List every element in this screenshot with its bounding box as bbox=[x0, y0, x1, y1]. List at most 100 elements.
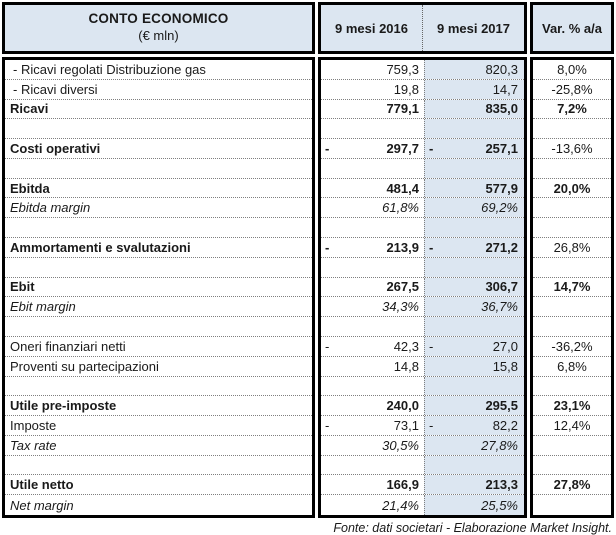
table-row: - Ricavi diversi bbox=[5, 80, 312, 100]
source-note: Fonte: dati societari - Elaborazione Mar… bbox=[333, 521, 612, 535]
value-2017: 15,8 bbox=[424, 356, 524, 376]
value-2017: 835,0 bbox=[424, 99, 524, 119]
variation-value: 8,0% bbox=[557, 61, 587, 77]
table-row: Costi operativi bbox=[5, 139, 312, 159]
value-2017 bbox=[424, 158, 524, 178]
row-label: Ricavi bbox=[10, 101, 49, 117]
table-title: CONTO ECONOMICO bbox=[88, 11, 229, 27]
minus-sign: - bbox=[325, 239, 330, 255]
value-2017-number: 27,0 bbox=[492, 338, 518, 354]
table-row: -13,6% bbox=[533, 139, 611, 159]
table-row bbox=[533, 119, 611, 140]
value-2017-number: 15,8 bbox=[492, 358, 518, 374]
value-2017 bbox=[424, 218, 524, 238]
value-2017: 14,7 bbox=[424, 79, 524, 99]
minus-sign: - bbox=[429, 141, 434, 157]
value-2016-number: 34,3% bbox=[382, 299, 419, 315]
table-row: 240,0 295,5 bbox=[321, 396, 524, 417]
value-2016: 14,8 bbox=[321, 357, 424, 376]
table-row bbox=[5, 218, 312, 239]
table-row bbox=[533, 297, 611, 318]
table-row: 23,1% bbox=[533, 396, 611, 417]
value-2017: - 82,2 bbox=[424, 416, 524, 435]
table-row: Ebitda bbox=[5, 179, 312, 199]
table-row bbox=[321, 257, 524, 278]
row-label: Ebit bbox=[10, 279, 35, 295]
value-2017: 213,3 bbox=[424, 475, 524, 495]
variation-value: 6,8% bbox=[557, 358, 587, 374]
minus-sign: - bbox=[325, 417, 330, 433]
variation-value: -36,2% bbox=[551, 338, 593, 354]
table-row: Proventi su partecipazioni bbox=[5, 357, 312, 377]
table-row: -297,7-257,1 bbox=[321, 139, 524, 159]
table-row: Net margin bbox=[5, 495, 312, 515]
value-2016 bbox=[321, 218, 424, 237]
table-row: Tax rate bbox=[5, 436, 312, 456]
table-row bbox=[321, 455, 524, 476]
table-row bbox=[533, 258, 611, 278]
value-2016: 481,4 bbox=[321, 179, 424, 198]
value-2017 bbox=[424, 376, 524, 396]
table-row: 8,0% bbox=[533, 60, 611, 80]
table-row: Ebitda margin bbox=[5, 198, 312, 219]
column-header-2016: 9 mesi 2016 bbox=[334, 20, 408, 36]
table-row bbox=[321, 376, 524, 397]
value-2017-number: 69,2% bbox=[481, 200, 518, 216]
table-row: 6,8% bbox=[533, 357, 611, 377]
table-row: 30,5% 27,8% bbox=[321, 435, 524, 456]
value-2016-number: 42,3 bbox=[393, 338, 419, 354]
table-row: 779,1 835,0 bbox=[321, 99, 524, 120]
variation-value: 14,7% bbox=[553, 279, 591, 295]
value-2016 bbox=[321, 258, 424, 277]
table-row: 21,4% 25,5% bbox=[321, 495, 524, 515]
table-row: 7,2% bbox=[533, 100, 611, 120]
header-cell-periods: 9 mesi 2016 9 mesi 2017 bbox=[318, 2, 527, 54]
column-header-2017: 9 mesi 2017 bbox=[422, 5, 524, 51]
table-row: 19,8 14,7 bbox=[321, 79, 524, 100]
table-row: Utile netto bbox=[5, 475, 312, 496]
value-2016-number: 73,1 bbox=[393, 417, 419, 433]
table-row bbox=[533, 456, 611, 476]
variation-panel: 8,0% -25,8% 7,2% -13,6% 20,0% 26,8% 14,7% -36,2… bbox=[530, 57, 614, 518]
table-row bbox=[5, 159, 312, 179]
value-2016: - 73,1 bbox=[321, 416, 424, 435]
value-2017-number: 213,3 bbox=[485, 477, 518, 493]
value-2016: - 42,3 bbox=[321, 337, 424, 356]
value-2016: - 297,7 bbox=[321, 139, 424, 158]
value-2016-number: 240,0 bbox=[386, 398, 419, 414]
value-2017: 25,5% bbox=[424, 495, 524, 515]
value-2016: 21,4% bbox=[321, 495, 424, 515]
header-cell-title: CONTO ECONOMICO (€ mln) bbox=[2, 2, 315, 54]
value-2016: 267,5 bbox=[321, 278, 424, 297]
row-label: Utile pre-imposte bbox=[10, 398, 117, 414]
table-row bbox=[533, 198, 611, 219]
variation-value: 26,8% bbox=[553, 239, 591, 255]
value-2016-number: 61,8% bbox=[382, 200, 419, 216]
value-2016-number: 267,5 bbox=[386, 279, 419, 295]
value-2016 bbox=[321, 119, 424, 138]
value-2017-number: 295,5 bbox=[485, 398, 518, 414]
table-row: -213,9-271,2 bbox=[321, 238, 524, 258]
value-2017-number: 820,3 bbox=[485, 61, 518, 77]
table-row: - Ricavi regolati Distribuzione gas bbox=[5, 60, 312, 80]
table-row: -42,3- 27,0 bbox=[321, 336, 524, 357]
table-body: - Ricavi regolati Distribuzione gas - Ric… bbox=[2, 57, 614, 518]
row-label: Ammortamenti e svalutazioni bbox=[10, 239, 191, 255]
value-2017: 820,3 bbox=[424, 60, 524, 79]
row-label: Tax rate bbox=[10, 437, 57, 453]
table-row bbox=[5, 377, 312, 397]
value-2016: 779,1 bbox=[321, 100, 424, 119]
value-2017-number: 14,7 bbox=[492, 81, 518, 97]
value-2017: 27,8% bbox=[424, 435, 524, 455]
value-2016-number: 166,9 bbox=[386, 477, 419, 493]
row-label: Ebitda margin bbox=[10, 200, 91, 216]
value-2017 bbox=[424, 317, 524, 336]
minus-sign: - bbox=[429, 338, 434, 354]
value-2016: 759,3 bbox=[321, 60, 424, 79]
value-2017: - 257,1 bbox=[424, 139, 524, 158]
value-2017-number: 271,2 bbox=[485, 239, 518, 255]
table-row: 27,8% bbox=[533, 475, 611, 496]
table-row: 166,9 213,3 bbox=[321, 475, 524, 496]
value-2016-number: 19,8 bbox=[393, 81, 419, 97]
row-label: Proventi su partecipazioni bbox=[10, 358, 159, 374]
